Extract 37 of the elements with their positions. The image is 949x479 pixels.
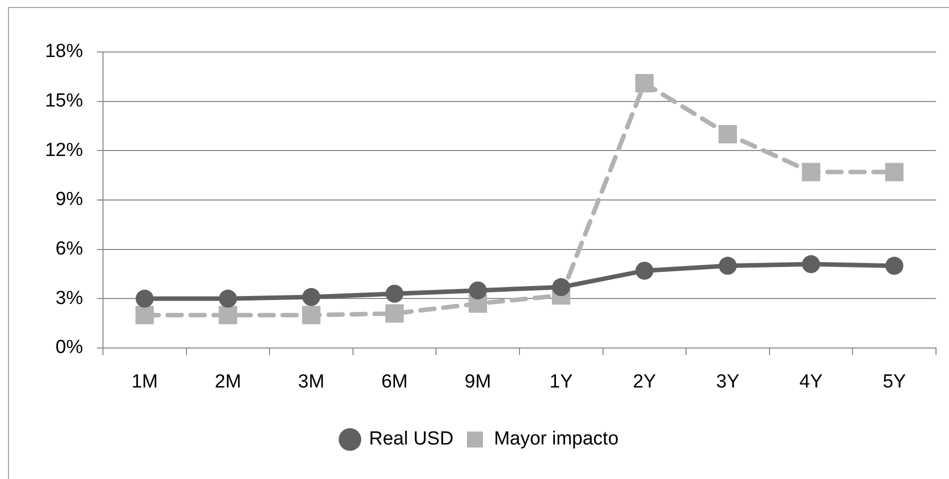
point (302, 288, 320, 306)
point (386, 284, 404, 303)
point (302, 306, 320, 324)
point (218, 306, 238, 324)
y-tick-label: 18% (44, 41, 84, 62)
x-tick-label: 2M (214, 372, 242, 393)
y-tick-label: 12% (44, 140, 84, 161)
point (385, 304, 404, 323)
y-tick-label: 9% (56, 189, 84, 210)
x-tick-label: 2Y (632, 372, 656, 393)
point (136, 290, 154, 308)
point (885, 162, 904, 182)
point (635, 74, 654, 92)
point (135, 306, 154, 324)
legend-label: Mayor impacto (494, 428, 619, 450)
x-tick-label: 1M (131, 372, 158, 393)
point (802, 255, 820, 274)
y-tick-label: 3% (56, 288, 84, 309)
x-tick-label: 3Y (716, 372, 740, 393)
legend-label: Real USD (368, 428, 454, 450)
point (552, 278, 570, 296)
x-tick-label: 4Y (799, 372, 823, 393)
x-tick-label: 9M (464, 372, 492, 393)
x-tick-label: 6M (381, 372, 408, 393)
point (468, 281, 487, 300)
point (885, 256, 904, 275)
y-tick-label: 15% (44, 90, 84, 112)
x-tick-label: 1Y (550, 372, 574, 393)
point (635, 262, 654, 280)
x-tick-label: 5Y (882, 372, 906, 393)
y-tick-label: 0% (56, 337, 84, 358)
y-tick-label: 6% (56, 238, 84, 260)
x-tick-label: 3M (298, 372, 324, 393)
point (718, 125, 737, 144)
point (218, 290, 237, 308)
point (802, 162, 820, 182)
point (718, 256, 737, 275)
